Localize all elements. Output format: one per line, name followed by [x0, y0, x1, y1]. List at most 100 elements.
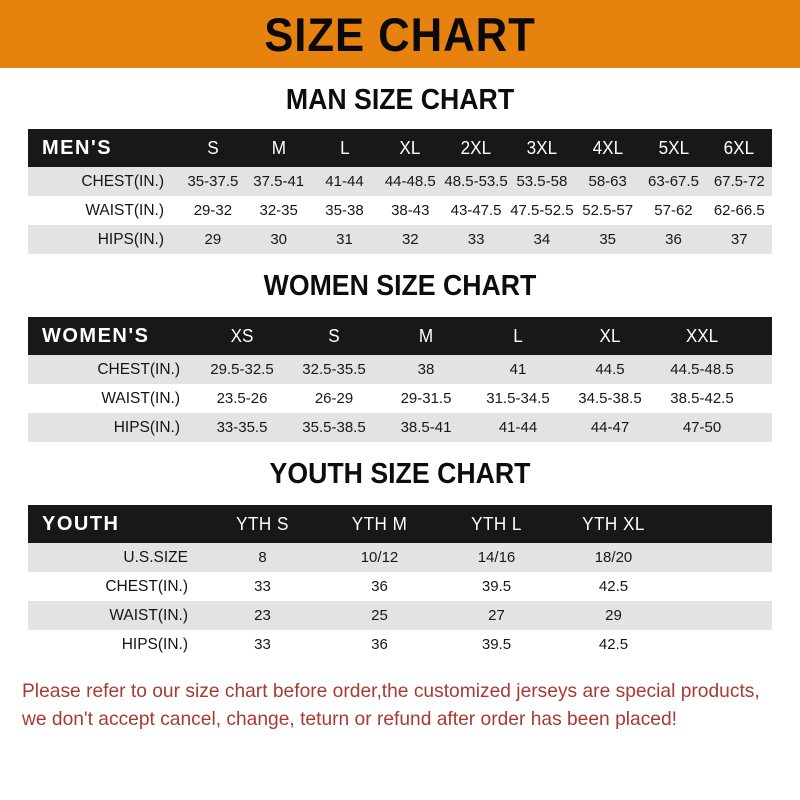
women-section: WOMEN SIZE CHART: [0, 272, 800, 301]
women-cell-0-2: 38: [380, 355, 472, 384]
table-row: WAIST(IN.) 23.5-26 26-29 29-31.5 31.5-34…: [28, 384, 772, 413]
youth-row-label-2: WAIST(IN.): [28, 601, 204, 630]
youth-row-label-0: U.S.SIZE: [28, 543, 204, 572]
youth-cell-1-pad: [672, 572, 772, 601]
spacer-women: [0, 301, 800, 317]
men-cell-1-2: 35-38: [311, 196, 378, 225]
men-table-wrap: MEN'S S M L XL 2XL 3XL 4XL 5XL 6XL CHEST…: [0, 129, 800, 254]
youth-size-col-0: YTH S: [236, 513, 289, 534]
women-cell-0-5: 44.5-48.5: [656, 355, 748, 384]
men-cell-0-4: 48.5-53.5: [443, 167, 509, 196]
women-cell-2-3: 41-44: [472, 413, 564, 442]
youth-cell-0-2: 14/16: [438, 543, 555, 572]
men-cell-0-7: 63-67.5: [640, 167, 707, 196]
men-cell-2-8: 37: [706, 225, 773, 254]
men-cell-0-1: 37.5-41: [245, 167, 312, 196]
youth-cell-3-0: 33: [204, 630, 321, 659]
women-header-row: WOMEN'S XS S M L XL XXL: [28, 317, 772, 355]
women-row-label-0: CHEST(IN.): [28, 355, 196, 384]
youth-cell-2-pad: [672, 601, 772, 630]
men-cell-0-2: 41-44: [311, 167, 378, 196]
youth-header-row: YOUTH YTH S YTH M YTH L YTH XL: [28, 505, 772, 543]
youth-cell-3-2: 39.5: [438, 630, 555, 659]
women-table-body: WOMEN'S XS S M L XL XXL CHEST(IN.) 29.5-…: [28, 317, 772, 442]
women-cell-0-4: 44.5: [564, 355, 656, 384]
table-row: CHEST(IN.) 33 36 39.5 42.5: [28, 572, 772, 601]
men-cell-2-0: 29: [180, 225, 246, 254]
men-size-col-2: L: [339, 137, 350, 158]
men-cell-2-1: 30: [245, 225, 312, 254]
men-size-col-5: 3XL: [526, 137, 558, 158]
women-cell-2-0: 33-35.5: [196, 413, 288, 442]
women-cell-1-3: 31.5-34.5: [472, 384, 564, 413]
women-size-table: WOMEN'S XS S M L XL XXL CHEST(IN.) 29.5-…: [28, 317, 772, 442]
women-cell-1-2: 29-31.5: [380, 384, 472, 413]
youth-cell-2-1: 25: [321, 601, 438, 630]
youth-cell-0-1: 10/12: [321, 543, 438, 572]
spacer-youth: [0, 489, 800, 505]
women-cell-0-pad: [748, 355, 772, 384]
women-table-wrap: WOMEN'S XS S M L XL XXL CHEST(IN.) 29.5-…: [0, 317, 800, 442]
women-size-col-0: XS: [230, 325, 254, 346]
youth-header-pad: [675, 505, 770, 543]
men-cell-0-8: 67.5-72: [706, 167, 773, 196]
men-cell-2-7: 36: [640, 225, 707, 254]
youth-cell-0-3: 18/20: [555, 543, 672, 572]
table-row: U.S.SIZE 8 10/12 14/16 18/20: [28, 543, 772, 572]
men-header-label: MEN'S: [42, 136, 113, 159]
men-row-label-1: WAIST(IN.): [28, 196, 180, 225]
men-size-col-7: 5XL: [658, 137, 689, 158]
youth-size-col-2: YTH L: [471, 513, 522, 534]
men-cell-1-6: 52.5-57: [574, 196, 641, 225]
table-row: CHEST(IN.) 35-37.5 37.5-41 41-44 44-48.5…: [28, 167, 773, 196]
women-header-pad: [749, 317, 772, 355]
women-header-label: WOMEN'S: [42, 324, 150, 347]
women-cell-0-3: 41: [472, 355, 564, 384]
spacer-men: [0, 115, 800, 129]
women-cell-2-1: 35.5-38.5: [288, 413, 380, 442]
men-cell-0-5: 53.5-58: [508, 167, 575, 196]
youth-cell-1-3: 42.5: [555, 572, 672, 601]
youth-cell-2-2: 27: [438, 601, 555, 630]
youth-cell-2-3: 29: [555, 601, 672, 630]
men-cell-1-7: 57-62: [640, 196, 707, 225]
youth-section-title: YOUTH SIZE CHART: [269, 458, 531, 490]
women-row-label-2: HIPS(IN.): [28, 413, 196, 442]
men-size-col-1: M: [271, 137, 286, 158]
women-size-col-3: L: [513, 325, 523, 346]
men-cell-2-5: 34: [508, 225, 575, 254]
youth-cell-3-3: 42.5: [555, 630, 672, 659]
youth-row-label-1: CHEST(IN.): [28, 572, 204, 601]
youth-cell-1-1: 36: [321, 572, 438, 601]
youth-size-col-3: YTH XL: [582, 513, 645, 534]
men-size-table: MEN'S S M L XL 2XL 3XL 4XL 5XL 6XL CHEST…: [28, 129, 773, 254]
youth-table-wrap: YOUTH YTH S YTH M YTH L YTH XL U.S.SIZE …: [0, 505, 800, 659]
men-cell-1-4: 43-47.5: [443, 196, 509, 225]
women-cell-2-4: 44-47: [564, 413, 656, 442]
women-cell-2-2: 38.5-41: [380, 413, 472, 442]
table-row: WAIST(IN.) 23 25 27 29: [28, 601, 772, 630]
men-cell-1-3: 38-43: [377, 196, 444, 225]
youth-cell-3-1: 36: [321, 630, 438, 659]
table-row: WAIST(IN.) 29-32 32-35 35-38 38-43 43-47…: [28, 196, 773, 225]
women-cell-1-0: 23.5-26: [196, 384, 288, 413]
table-row: HIPS(IN.) 33 36 39.5 42.5: [28, 630, 772, 659]
women-size-col-2: M: [418, 325, 434, 346]
women-section-title: WOMEN SIZE CHART: [263, 270, 537, 302]
women-cell-2-5: 47-50: [656, 413, 748, 442]
men-section-title: MAN SIZE CHART: [285, 84, 515, 116]
men-cell-0-3: 44-48.5: [377, 167, 444, 196]
women-cell-0-1: 32.5-35.5: [288, 355, 380, 384]
table-row: CHEST(IN.) 29.5-32.5 32.5-35.5 38 41 44.…: [28, 355, 772, 384]
men-cell-1-1: 32-35: [245, 196, 312, 225]
women-row-label-1: WAIST(IN.): [28, 384, 196, 413]
women-cell-1-5: 38.5-42.5: [656, 384, 748, 413]
women-cell-1-1: 26-29: [288, 384, 380, 413]
men-cell-1-5: 47.5-52.5: [508, 196, 575, 225]
men-size-col-3: XL: [399, 137, 421, 158]
men-size-col-0: S: [207, 137, 219, 158]
men-cell-0-0: 35-37.5: [180, 167, 246, 196]
men-row-label-2: HIPS(IN.): [28, 225, 180, 254]
women-cell-1-pad: [748, 384, 772, 413]
men-size-col-8: 6XL: [724, 137, 755, 158]
